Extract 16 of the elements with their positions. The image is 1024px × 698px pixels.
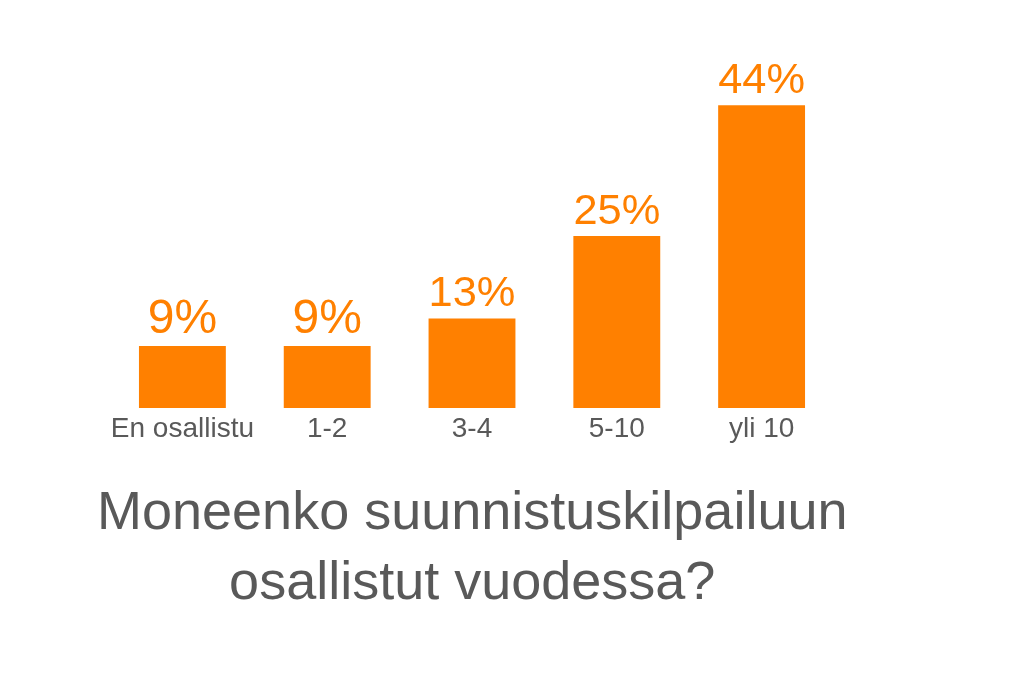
bar: [428, 318, 516, 408]
data-label: 9%: [147, 290, 218, 344]
bar: [718, 105, 806, 408]
data-label: 44%: [718, 54, 806, 103]
x-tick-label: 5-10: [588, 412, 645, 443]
x-tick-label: yli 10: [728, 412, 795, 443]
bar: [283, 346, 371, 408]
text: Moneenko suunnistuskilpailuun osallistut vuodessa?: [97, 480, 848, 611]
x-tick-label: 1-2: [306, 412, 348, 443]
bar: [573, 235, 661, 408]
data-label: 9%: [292, 290, 362, 344]
data-label: 13%: [428, 267, 516, 316]
data-label: 25%: [573, 184, 661, 233]
x-tick-label: 3-4: [451, 412, 493, 443]
bar: [138, 346, 226, 408]
x-tick-label: En osallistu: [110, 412, 254, 443]
